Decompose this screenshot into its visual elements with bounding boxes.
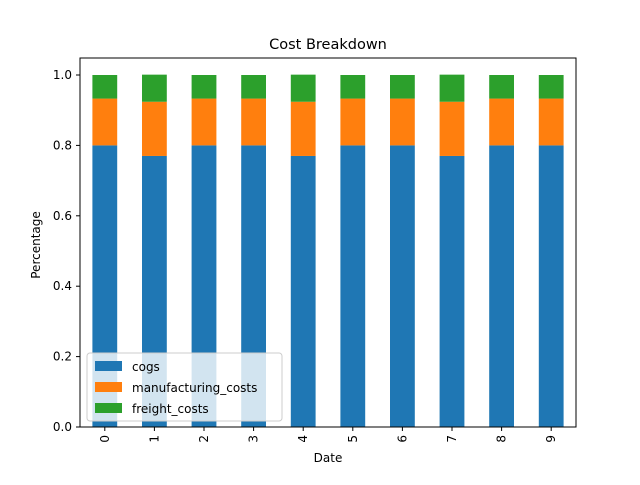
bar-cogs-8 (489, 145, 514, 427)
x-axis-label: Date (314, 451, 343, 465)
bar-freight_costs-5 (340, 75, 366, 99)
bar-freight_costs-7 (439, 74, 465, 102)
bar-cogs-9 (538, 145, 564, 427)
bar-manufacturing_costs-1 (142, 101, 167, 156)
x-tick-label: 5 (346, 435, 360, 443)
y-tick-label: 0.0 (53, 420, 72, 434)
legend-label-manufacturing_costs: manufacturing_costs (132, 381, 257, 395)
legend-label-cogs: cogs (132, 360, 160, 374)
x-tick-label: 1 (147, 435, 161, 443)
bar-manufacturing_costs-0 (92, 98, 118, 146)
legend-box (86, 352, 283, 422)
bar-freight_costs-0 (92, 75, 118, 99)
x-tick-label: 9 (544, 435, 558, 443)
bar-manufacturing_costs-2 (191, 98, 217, 146)
x-tick-label: 0 (98, 435, 112, 443)
bar-freight_costs-9 (538, 75, 564, 99)
x-tick-label: 6 (395, 435, 409, 443)
bar-freight_costs-2 (191, 75, 217, 99)
y-tick-label: 0.6 (53, 209, 72, 223)
legend-swatch-manufacturing_costs (95, 382, 122, 392)
y-tick-label: 0.8 (53, 138, 72, 152)
x-tick-label: 2 (197, 435, 211, 443)
legend-swatch-freight_costs (95, 403, 122, 413)
x-tick-label: 4 (296, 435, 310, 443)
bar-cogs-5 (340, 145, 366, 427)
bar-manufacturing_costs-7 (439, 101, 465, 156)
bar-manufacturing_costs-9 (538, 98, 564, 146)
bar-freight_costs-8 (489, 75, 514, 99)
bar-cogs-4 (290, 155, 316, 427)
y-axis-label: Percentage (29, 211, 43, 279)
bar-manufacturing_costs-3 (241, 98, 266, 146)
bar-freight_costs-4 (290, 74, 316, 102)
bar-manufacturing_costs-8 (489, 98, 514, 146)
bar-cogs-7 (439, 155, 465, 427)
bar-manufacturing_costs-4 (290, 101, 316, 156)
legend-swatch-cogs (95, 361, 122, 371)
y-tick-label: 0.4 (53, 279, 72, 293)
bar-freight_costs-1 (142, 74, 167, 102)
bar-manufacturing_costs-6 (390, 98, 415, 146)
y-tick-label: 1.0 (53, 68, 72, 82)
x-tick-label: 8 (495, 435, 509, 443)
x-tick-label: 3 (247, 435, 261, 443)
axes: 0.0 0.2 0.4 0.6 0.8 1.0 0 1 2 3 4 5 6 7 8 9 (53, 57, 577, 443)
x-tick-label: 7 (445, 435, 459, 443)
bar-manufacturing_costs-5 (340, 98, 366, 146)
bar-freight_costs-3 (241, 75, 266, 99)
legend: cogs manufacturing_costs freight_costs (86, 352, 283, 422)
plot-frame (79, 57, 577, 428)
bar-cogs-6 (390, 145, 415, 427)
bar-freight_costs-6 (390, 75, 415, 99)
y-tick-label: 0.2 (53, 350, 72, 364)
legend-label-freight_costs: freight_costs (132, 402, 209, 416)
chart-title: Cost Breakdown (269, 37, 387, 53)
